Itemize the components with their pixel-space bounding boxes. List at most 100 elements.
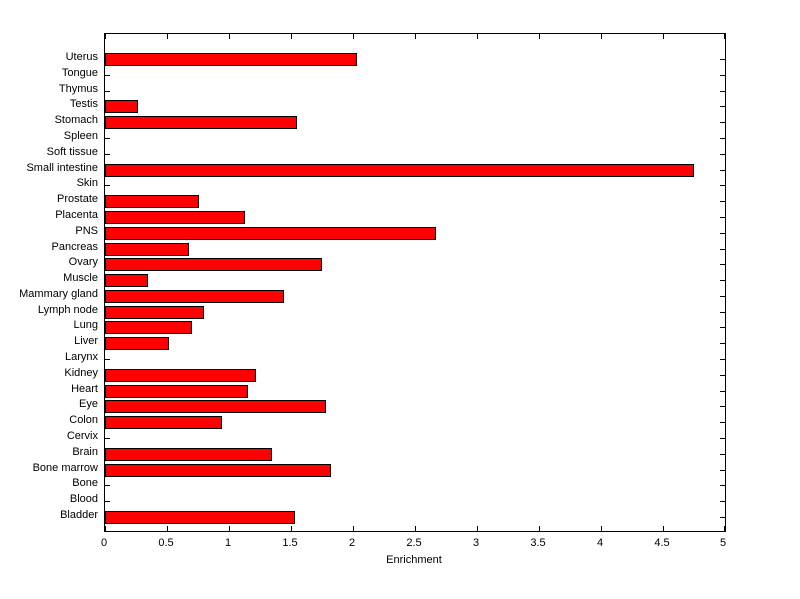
- y-tick-label: Brain: [72, 446, 98, 458]
- bar-bladder: [105, 511, 295, 524]
- bar-liver: [105, 337, 169, 350]
- bar-brain: [105, 448, 272, 461]
- y-tick-right: [720, 375, 725, 376]
- y-tick-left: [105, 501, 110, 502]
- bar-small-intestine: [105, 164, 694, 177]
- x-tick-top: [477, 34, 478, 39]
- bar-uterus: [105, 53, 357, 66]
- y-tick-right: [720, 470, 725, 471]
- x-tick-top: [539, 34, 540, 39]
- y-tick-right: [720, 391, 725, 392]
- y-tick-label: Bladder: [60, 509, 98, 521]
- x-tick-top: [291, 34, 292, 39]
- y-tick-right: [720, 264, 725, 265]
- x-tick-label: 4: [596, 537, 604, 549]
- x-tick-top: [229, 34, 230, 39]
- x-tick-top: [663, 34, 664, 39]
- y-tick-label: Larynx: [64, 351, 98, 363]
- bar-ovary: [105, 258, 322, 271]
- y-tick-label: Blood: [69, 493, 98, 505]
- y-tick-label: Lung: [73, 319, 98, 331]
- x-tick-bottom: [477, 526, 478, 531]
- x-tick-label: 5: [719, 537, 727, 549]
- y-tick-right: [720, 327, 725, 328]
- y-tick-right: [720, 422, 725, 423]
- y-tick-left: [105, 485, 110, 486]
- y-tick-right: [720, 501, 725, 502]
- y-tick-label: Kidney: [64, 367, 98, 379]
- y-tick-right: [720, 201, 725, 202]
- x-tick-label: 3.5: [530, 537, 546, 549]
- y-tick-left: [105, 75, 110, 76]
- bar-placenta: [105, 211, 245, 224]
- bar-stomach: [105, 116, 297, 129]
- x-tick-label: 3: [472, 537, 480, 549]
- y-tick-label: Small intestine: [26, 162, 98, 174]
- y-tick-label: Muscle: [63, 272, 98, 284]
- y-tick-label: Pancreas: [51, 241, 98, 253]
- y-tick-label: Ovary: [68, 256, 98, 268]
- bar-eye: [105, 400, 326, 413]
- y-tick-right: [720, 485, 725, 486]
- bar-kidney: [105, 369, 256, 382]
- y-tick-right: [720, 75, 725, 76]
- x-tick-top: [415, 34, 416, 39]
- y-tick-right: [720, 122, 725, 123]
- y-tick-label: Bone marrow: [32, 462, 98, 474]
- y-tick-right: [720, 454, 725, 455]
- y-tick-label: Placenta: [55, 209, 98, 221]
- x-tick-top: [167, 34, 168, 39]
- y-tick-label: Mammary gland: [19, 288, 98, 300]
- y-tick-right: [720, 185, 725, 186]
- y-tick-right: [720, 296, 725, 297]
- bar-mammary-gland: [105, 290, 284, 303]
- y-tick-label: Thymus: [58, 83, 98, 95]
- x-tick-label: 2.5: [406, 537, 422, 549]
- bar-pns: [105, 227, 436, 240]
- x-tick-label: 1.5: [282, 537, 298, 549]
- x-tick-bottom: [663, 526, 664, 531]
- y-tick-label: Testis: [69, 98, 98, 110]
- bar-colon: [105, 416, 222, 429]
- y-tick-label: Liver: [74, 335, 98, 347]
- x-tick-top: [724, 34, 725, 39]
- y-tick-left: [105, 91, 110, 92]
- y-tick-left: [105, 154, 110, 155]
- x-tick-bottom: [539, 526, 540, 531]
- x-axis-label: Enrichment: [386, 554, 442, 566]
- y-tick-right: [720, 343, 725, 344]
- y-tick-label: Eye: [79, 398, 98, 410]
- x-tick-bottom: [601, 526, 602, 531]
- y-tick-right: [720, 438, 725, 439]
- x-tick-bottom: [167, 526, 168, 531]
- x-tick-top: [105, 34, 106, 39]
- x-tick-bottom: [229, 526, 230, 531]
- y-tick-label: Tongue: [61, 67, 98, 79]
- y-tick-label: PNS: [75, 225, 98, 237]
- x-tick-label: 1: [224, 537, 232, 549]
- bar-bone-marrow: [105, 464, 331, 477]
- y-tick-label: Bone: [72, 477, 98, 489]
- y-tick-right: [720, 517, 725, 518]
- y-tick-right: [720, 233, 725, 234]
- x-tick-label: 2: [348, 537, 356, 549]
- y-tick-right: [720, 249, 725, 250]
- y-tick-label: Skin: [76, 177, 98, 189]
- bar-testis: [105, 100, 138, 113]
- bar-lymph-node: [105, 306, 204, 319]
- x-tick-label: 4.5: [654, 537, 670, 549]
- y-tick-label: Prostate: [57, 193, 98, 205]
- y-tick-label: Lymph node: [37, 304, 98, 316]
- y-tick-label: Heart: [71, 383, 98, 395]
- y-tick-label: Soft tissue: [46, 146, 98, 158]
- x-tick-label: 0.5: [158, 537, 174, 549]
- plot-area: [104, 33, 726, 532]
- y-tick-right: [720, 280, 725, 281]
- y-tick-right: [720, 406, 725, 407]
- y-tick-label: Stomach: [54, 114, 98, 126]
- bar-heart: [105, 385, 248, 398]
- y-tick-label: Uterus: [65, 51, 98, 63]
- y-tick-left: [105, 185, 110, 186]
- y-tick-right: [720, 106, 725, 107]
- y-tick-right: [720, 91, 725, 92]
